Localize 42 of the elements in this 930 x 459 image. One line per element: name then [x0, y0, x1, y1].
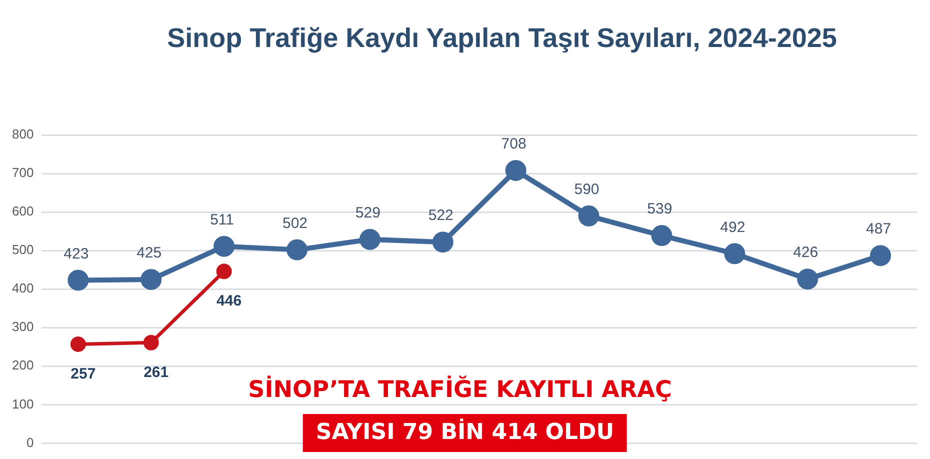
point [870, 245, 892, 266]
point [724, 243, 746, 264]
point [432, 232, 454, 253]
y-tick-label: 800 [12, 126, 34, 142]
data-label: 511 [210, 211, 234, 228]
point [505, 160, 526, 181]
y-tick-label: 600 [12, 204, 34, 219]
data-label: 492 [720, 218, 746, 236]
data-label: 522 [428, 207, 454, 224]
point [214, 236, 235, 257]
data-label: 708 [501, 136, 526, 153]
y-tick-label: 500 [12, 242, 34, 258]
data-label: 446 [216, 292, 242, 310]
y-tick-label: 400 [12, 280, 34, 296]
data-label: 487 [866, 220, 892, 238]
point [70, 336, 86, 352]
data-label: 502 [282, 214, 308, 232]
point [651, 225, 672, 246]
point [359, 228, 380, 250]
data-label: 423 [64, 245, 89, 262]
data-label: 590 [574, 181, 600, 198]
point [216, 264, 232, 280]
y-tick-label: 0 [26, 434, 34, 450]
annotation: SAYISI 79 BİN 414 OLDU [302, 414, 628, 452]
point [286, 239, 308, 260]
data-label: 257 [70, 365, 96, 382]
point [68, 270, 89, 291]
data-label: 425 [136, 244, 162, 262]
y-tick-label: 300 [12, 319, 34, 334]
point [143, 334, 159, 350]
data-label: 529 [355, 204, 380, 222]
point [797, 268, 818, 290]
y-tick-label: 100 [12, 396, 34, 412]
annotation: SİNOP’TA TRAFİĞE KAYITLI ARAÇ [248, 375, 672, 405]
y-tick-label: 200 [12, 358, 34, 373]
data-label: 261 [144, 364, 169, 381]
point [578, 205, 600, 226]
y-tick-label: 700 [12, 165, 34, 180]
data-label: 539 [647, 200, 672, 218]
point [140, 268, 162, 290]
data-label: 426 [793, 244, 818, 262]
chart-title: Sinop Trafiğe Kaydı Yapılan Taşıt Sayıları, 2024-2025 [167, 22, 837, 55]
